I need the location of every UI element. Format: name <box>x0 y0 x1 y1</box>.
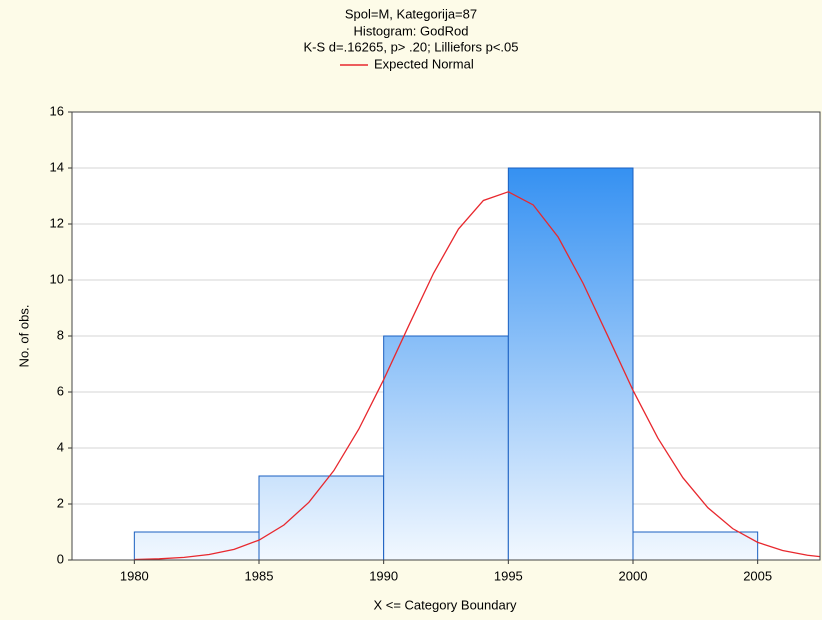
bar <box>632 531 759 561</box>
y-tick-label: 10 <box>50 271 64 286</box>
y-tick-label: 8 <box>57 327 64 342</box>
x-tick-label: 2005 <box>743 568 772 583</box>
y-tick-label: 4 <box>57 439 64 454</box>
plot-frame <box>71 111 821 561</box>
y-tick-label: 0 <box>57 551 64 566</box>
annotation: K-S d=.16265, p> .20; Lilliefors p<.05 <box>303 39 518 54</box>
curve <box>134 191 820 560</box>
x-tick-label: 2000 <box>619 568 648 583</box>
y-tick-label: 6 <box>57 383 64 398</box>
legend-label: Expected Normal <box>374 56 474 71</box>
y-tick-label: 12 <box>50 215 64 230</box>
x-axis-label: X <= Category Boundary <box>373 597 517 612</box>
x-tick-label: 1990 <box>369 568 398 583</box>
y-tick-label: 16 <box>50 103 64 118</box>
x-tick-label: 1985 <box>245 568 274 583</box>
bar <box>258 475 385 561</box>
x-tick-label: 1995 <box>494 568 523 583</box>
y-tick-label: 14 <box>50 159 64 174</box>
x-tick-label: 1980 <box>120 568 149 583</box>
y-tick-label: 2 <box>57 495 64 510</box>
y-axis-label: No. of obs. <box>16 305 31 368</box>
chart-title: Spol=M, Kategorija=87 <box>345 6 477 21</box>
chart-subtitle: Histogram: GodRod <box>354 23 469 38</box>
bar <box>383 335 509 561</box>
bar <box>507 167 634 561</box>
